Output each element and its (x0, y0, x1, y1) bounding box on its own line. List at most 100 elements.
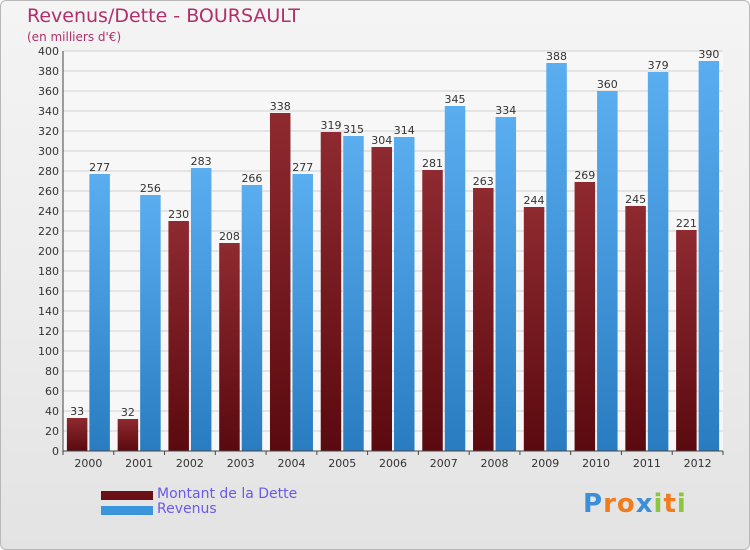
bar-revenus (292, 174, 313, 451)
chart-title: Revenus/Dette - BOURSAULT (27, 5, 300, 27)
bar-revenus (444, 106, 466, 451)
x-tick-label: 2001 (125, 457, 153, 470)
y-tick-label: 100 (38, 345, 59, 358)
legend-item-revenus: Revenus (101, 501, 401, 518)
data-label-revenus: 314 (394, 124, 415, 137)
logo-letter: P (583, 489, 604, 519)
data-label-debt: 32 (121, 406, 135, 419)
y-tick-label: 220 (38, 225, 59, 238)
data-label-debt: 304 (371, 134, 392, 147)
y-tick-label: 140 (38, 305, 59, 318)
bar-debt (625, 206, 646, 451)
legend-swatch-debt (101, 491, 153, 500)
y-tick-label: 160 (38, 285, 59, 298)
legend-swatch-revenus (101, 506, 153, 515)
y-tick-label: 300 (38, 145, 59, 158)
bar-revenus (190, 168, 212, 451)
x-tick-label: 2006 (379, 457, 407, 470)
bar-revenus (647, 72, 669, 451)
x-tick-label: 2005 (328, 457, 356, 470)
x-tick-label: 2004 (277, 457, 305, 470)
y-tick-label: 380 (38, 65, 59, 78)
data-label-debt: 338 (270, 100, 291, 113)
data-label-revenus: 315 (343, 123, 364, 136)
y-tick-label: 280 (38, 165, 59, 178)
x-tick-label: 2003 (227, 457, 255, 470)
y-tick-label: 40 (45, 405, 59, 418)
chart-subtitle: (en milliers d'€) (27, 30, 122, 44)
data-label-debt: 263 (473, 175, 494, 188)
data-label-debt: 208 (219, 230, 240, 243)
proxiti-logo: Proxiti (583, 489, 687, 519)
data-label-revenus: 379 (648, 59, 669, 72)
legend: Montant de la Dette Revenus (101, 486, 401, 518)
legend-label-debt: Montant de la Dette (157, 486, 298, 502)
bar-debt (523, 207, 545, 451)
bar-debt (371, 147, 392, 451)
y-tick-label: 260 (38, 185, 59, 198)
bar-revenus (89, 174, 110, 451)
x-tick-label: 2009 (531, 457, 559, 470)
data-label-revenus: 345 (445, 93, 466, 106)
bar-debt (574, 182, 596, 451)
y-tick-label: 200 (38, 245, 59, 258)
bar-revenus (546, 63, 567, 451)
bar-debt (473, 188, 494, 451)
y-tick-label: 80 (45, 365, 59, 378)
data-label-debt: 319 (320, 119, 341, 132)
data-label-revenus: 334 (495, 104, 516, 117)
y-tick-label: 320 (38, 125, 59, 138)
legend-label-revenus: Revenus (157, 501, 217, 517)
x-tick-label: 2008 (481, 457, 509, 470)
x-tick-label: 2010 (582, 457, 610, 470)
y-tick-label: 240 (38, 205, 59, 218)
y-tick-label: 20 (45, 425, 59, 438)
bar-debt (168, 221, 189, 451)
logo-letter: i (676, 489, 687, 519)
bar-debt (422, 170, 443, 451)
data-label-revenus: 360 (597, 78, 618, 91)
data-label-revenus: 277 (292, 161, 313, 174)
x-tick-label: 2007 (430, 457, 458, 470)
logo-letter: r (603, 489, 617, 519)
data-label-revenus: 277 (89, 161, 110, 174)
bar-revenus (241, 185, 263, 451)
y-tick-label: 120 (38, 325, 59, 338)
x-tick-label: 2012 (684, 457, 712, 470)
data-label-debt: 221 (676, 217, 697, 230)
data-label-revenus: 388 (546, 50, 567, 63)
bar-revenus (394, 137, 415, 451)
data-label-debt: 281 (422, 157, 443, 170)
logo-letter: o (616, 489, 636, 519)
y-tick-label: 180 (38, 265, 59, 278)
data-label-revenus: 283 (191, 155, 212, 168)
bar-debt (320, 132, 342, 451)
logo-letter: i (653, 489, 664, 519)
data-label-debt: 33 (70, 405, 84, 418)
x-tick-label: 2002 (176, 457, 204, 470)
y-tick-label: 340 (38, 105, 59, 118)
y-tick-label: 360 (38, 85, 59, 98)
data-label-revenus: 266 (241, 172, 262, 185)
y-tick-label: 400 (38, 45, 59, 58)
bar-debt (66, 418, 88, 451)
bar-revenus (495, 117, 517, 451)
data-label-revenus: 390 (698, 48, 719, 61)
bar-debt (269, 113, 291, 451)
x-tick-label: 2000 (74, 457, 102, 470)
bar-revenus (698, 61, 720, 451)
bar-revenus (343, 136, 364, 451)
bar-debt (117, 419, 139, 451)
data-label-debt: 269 (574, 169, 595, 182)
y-tick-label: 0 (52, 445, 59, 458)
data-label-debt: 244 (524, 194, 545, 207)
bar-debt (219, 243, 240, 451)
y-tick-label: 60 (45, 385, 59, 398)
bar-debt (676, 230, 697, 451)
data-label-revenus: 256 (140, 182, 161, 195)
bar-revenus (597, 91, 618, 451)
bar-revenus (140, 195, 161, 451)
data-label-debt: 245 (625, 193, 646, 206)
